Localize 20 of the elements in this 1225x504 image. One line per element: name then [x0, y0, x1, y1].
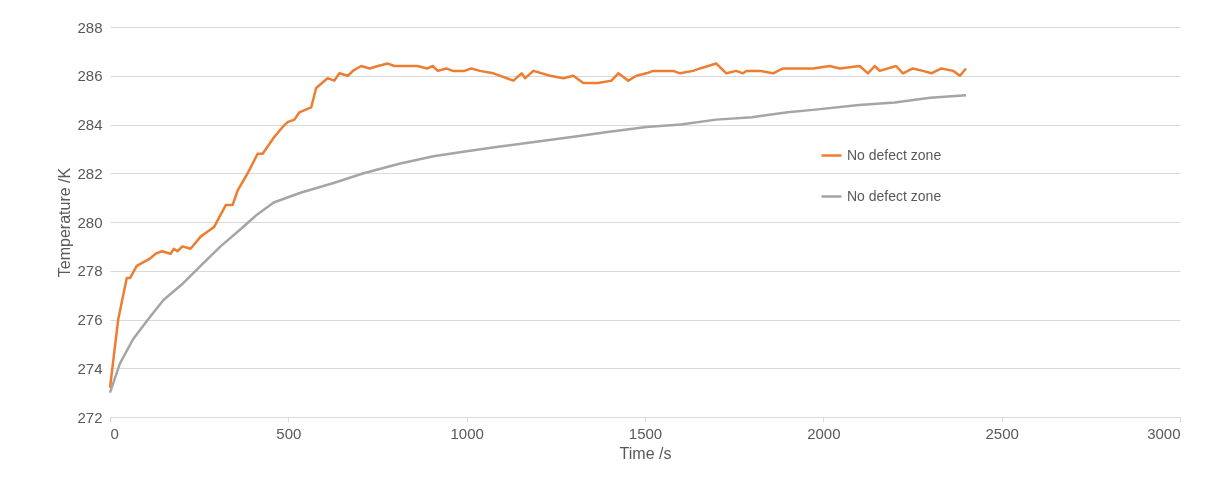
- y-tick-label: 282: [77, 164, 103, 182]
- x-tick-label: 500: [276, 424, 302, 442]
- x-tick-label: 1000: [450, 424, 484, 442]
- y-tick-label: 286: [77, 67, 103, 85]
- y-tick-label: 280: [77, 213, 103, 231]
- y-tick-label: 284: [77, 116, 103, 133]
- legend-label: No defect zone: [847, 146, 942, 163]
- y-tick-label: 278: [77, 262, 103, 280]
- y-tick-label: 272: [77, 408, 103, 426]
- legend-label: No defect zone: [847, 187, 942, 204]
- x-tick-label: 3000: [1147, 424, 1181, 442]
- x-tick-label: 1500: [628, 424, 663, 442]
- x-axis-title: Time /s: [619, 444, 672, 462]
- x-tick-label: 0: [110, 424, 119, 442]
- x-tick-label: 2500: [985, 424, 1019, 442]
- y-tick-label: 276: [77, 311, 103, 328]
- y-tick-label: 288: [77, 18, 103, 36]
- y-tick-label: 274: [77, 359, 103, 377]
- y-axis-title: Temperature /K: [56, 167, 74, 278]
- x-tick-label: 2000: [807, 424, 841, 442]
